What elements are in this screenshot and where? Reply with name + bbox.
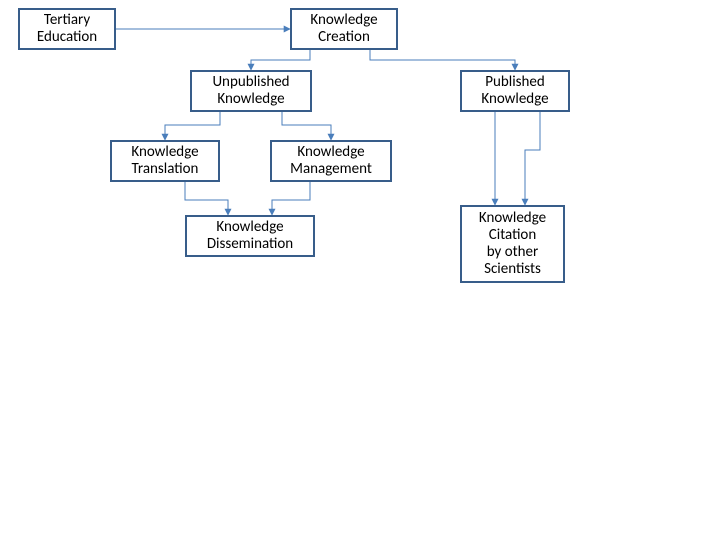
edges-layer	[0, 0, 720, 540]
node-label: TertiaryEducation	[37, 12, 97, 47]
edge-knowledge-creation-to-published-knowledge	[370, 50, 515, 70]
node-knowledge-management: KnowledgeManagement	[270, 140, 392, 182]
node-tertiary-education: TertiaryEducation	[18, 8, 116, 50]
node-knowledge-creation: KnowledgeCreation	[290, 8, 398, 50]
node-label: KnowledgeCreation	[310, 12, 377, 47]
edge-knowledge-translation-to-knowledge-dissemination	[185, 182, 228, 215]
node-published-knowledge: PublishedKnowledge	[460, 70, 570, 112]
node-knowledge-dissemination: KnowledgeDissemination	[185, 215, 315, 257]
node-label: UnpublishedKnowledge	[212, 74, 289, 109]
node-unpublished-knowledge: UnpublishedKnowledge	[190, 70, 312, 112]
node-label: KnowledgeManagement	[290, 144, 372, 179]
node-label: KnowledgeTranslation	[131, 144, 198, 179]
node-knowledge-citation: KnowledgeCitationby otherScientists	[460, 205, 565, 283]
edge-published-knowledge-to-knowledge-citation	[525, 112, 540, 205]
node-label: KnowledgeDissemination	[207, 219, 293, 254]
node-label: KnowledgeCitationby otherScientists	[479, 210, 546, 279]
edge-unpublished-knowledge-to-knowledge-translation	[165, 112, 220, 140]
edge-unpublished-knowledge-to-knowledge-management	[282, 112, 331, 140]
edge-knowledge-creation-to-unpublished-knowledge	[251, 50, 310, 70]
node-label: PublishedKnowledge	[481, 74, 548, 109]
node-knowledge-translation: KnowledgeTranslation	[110, 140, 220, 182]
flowchart-canvas: TertiaryEducation KnowledgeCreation Unpubl…	[0, 0, 720, 540]
edge-knowledge-management-to-knowledge-dissemination	[272, 182, 310, 215]
